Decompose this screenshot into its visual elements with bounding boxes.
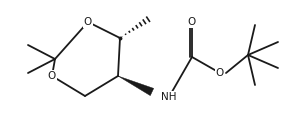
Text: O: O: [216, 68, 224, 78]
Text: O: O: [48, 71, 56, 81]
Text: O: O: [84, 17, 92, 27]
Text: NH: NH: [161, 92, 177, 102]
Polygon shape: [118, 76, 154, 96]
Text: O: O: [188, 17, 196, 27]
